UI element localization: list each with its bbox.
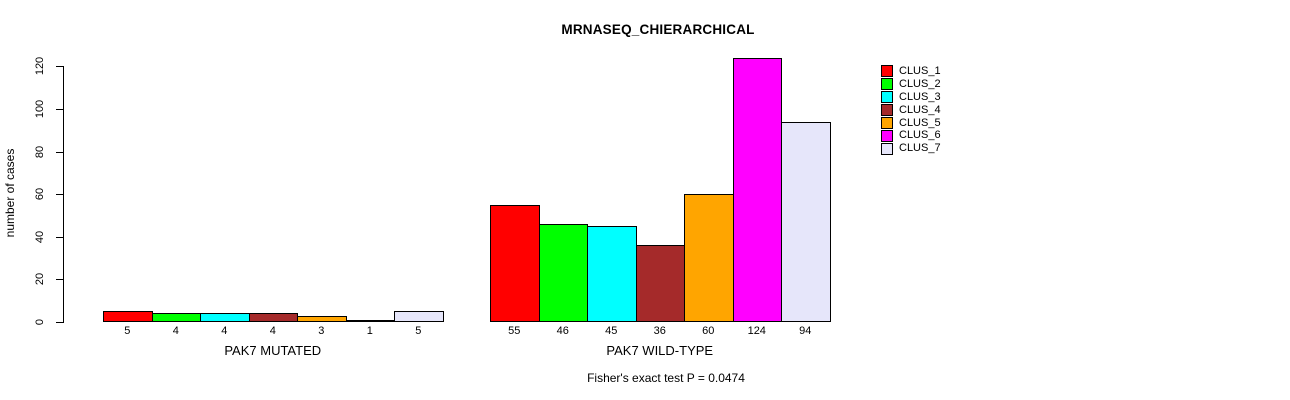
bar-value-label: 124: [747, 325, 766, 337]
bar-clus_5: [684, 194, 734, 322]
bar-value-label: 60: [702, 325, 715, 337]
y-tick-label: 40: [34, 230, 46, 244]
bar-value-label: 45: [605, 325, 618, 337]
legend-swatch: [881, 91, 893, 104]
legend-label: CLUS_4: [899, 103, 941, 116]
legend: CLUS_1 CLUS_2 CLUS_3 CLUS_4 CLUS_5 CLUS_6 CLUS…: [881, 65, 941, 155]
legend-label: CLUS_7: [899, 142, 941, 155]
legend-label: CLUS_2: [899, 77, 941, 90]
legend-row: CLUS_3: [881, 91, 941, 104]
bar-value-label: 1: [366, 325, 373, 337]
bar-clus_6: [733, 58, 782, 322]
bar-value-label: 4: [221, 325, 228, 337]
y-tick-mark: [56, 194, 63, 195]
y-tick-label: 20: [34, 272, 46, 286]
y-tick-label: 0: [34, 318, 46, 326]
bar-clus_4: [636, 245, 685, 322]
bar-clus_1: [490, 205, 540, 322]
bar-value-label: 3: [318, 325, 325, 337]
annotation-text: Fisher's exact test P = 0.0474: [587, 371, 745, 385]
group-label: PAK7 MUTATED: [224, 343, 322, 358]
bar-clus_3: [587, 226, 637, 322]
bar-clus_7: [394, 311, 444, 322]
bar-clus_4: [249, 313, 298, 322]
legend-swatch: [881, 65, 893, 78]
y-tick-label: 120: [34, 56, 46, 76]
legend-swatch: [881, 142, 893, 155]
legend-row: CLUS_6: [881, 129, 941, 142]
chart-title: MRNASEQ_CHIERARCHICAL: [561, 22, 755, 37]
bar-value-label: 5: [124, 325, 131, 337]
y-tick-label: 60: [34, 187, 46, 201]
legend-row: CLUS_4: [881, 104, 941, 117]
legend-swatch: [881, 78, 893, 91]
bar-value-label: 5: [415, 325, 422, 337]
bar-value-label: 94: [799, 325, 812, 337]
y-axis-title: number of cases: [3, 148, 17, 238]
bar-clus_5: [297, 316, 347, 322]
y-tick-mark: [56, 66, 63, 67]
legend-swatch: [881, 104, 893, 117]
legend-label: CLUS_5: [899, 116, 941, 129]
y-tick-label: 100: [34, 99, 46, 119]
y-tick-mark: [56, 109, 63, 110]
bar-clus_3: [200, 313, 250, 322]
bar-clus_2: [539, 224, 588, 322]
y-axis-line: [63, 66, 64, 323]
legend-row: CLUS_1: [881, 65, 941, 78]
legend-label: CLUS_1: [899, 64, 941, 77]
bar-value-label: 55: [508, 325, 521, 337]
y-tick-mark: [56, 237, 63, 238]
bar-value-label: 46: [556, 325, 569, 337]
group-label: PAK7 WILD-TYPE: [606, 343, 714, 358]
y-tick-mark: [56, 322, 63, 323]
y-tick-mark: [56, 152, 63, 153]
legend-row: CLUS_2: [881, 78, 941, 91]
legend-label: CLUS_6: [899, 129, 941, 142]
y-tick-label: 80: [34, 145, 46, 159]
bar-value-label: 4: [269, 325, 276, 337]
bar-clus_6: [346, 320, 395, 322]
bar-clus_7: [781, 122, 831, 322]
bar-clus_1: [103, 311, 153, 322]
y-tick-mark: [56, 279, 63, 280]
legend-row: CLUS_7: [881, 142, 941, 155]
legend-swatch: [881, 117, 893, 129]
legend-swatch: [881, 129, 893, 142]
legend-row: CLUS_5: [881, 117, 941, 130]
bar-value-label: 36: [653, 325, 666, 337]
legend-label: CLUS_3: [899, 90, 941, 103]
bar-value-label: 4: [172, 325, 179, 337]
bar-clus_2: [152, 313, 201, 322]
